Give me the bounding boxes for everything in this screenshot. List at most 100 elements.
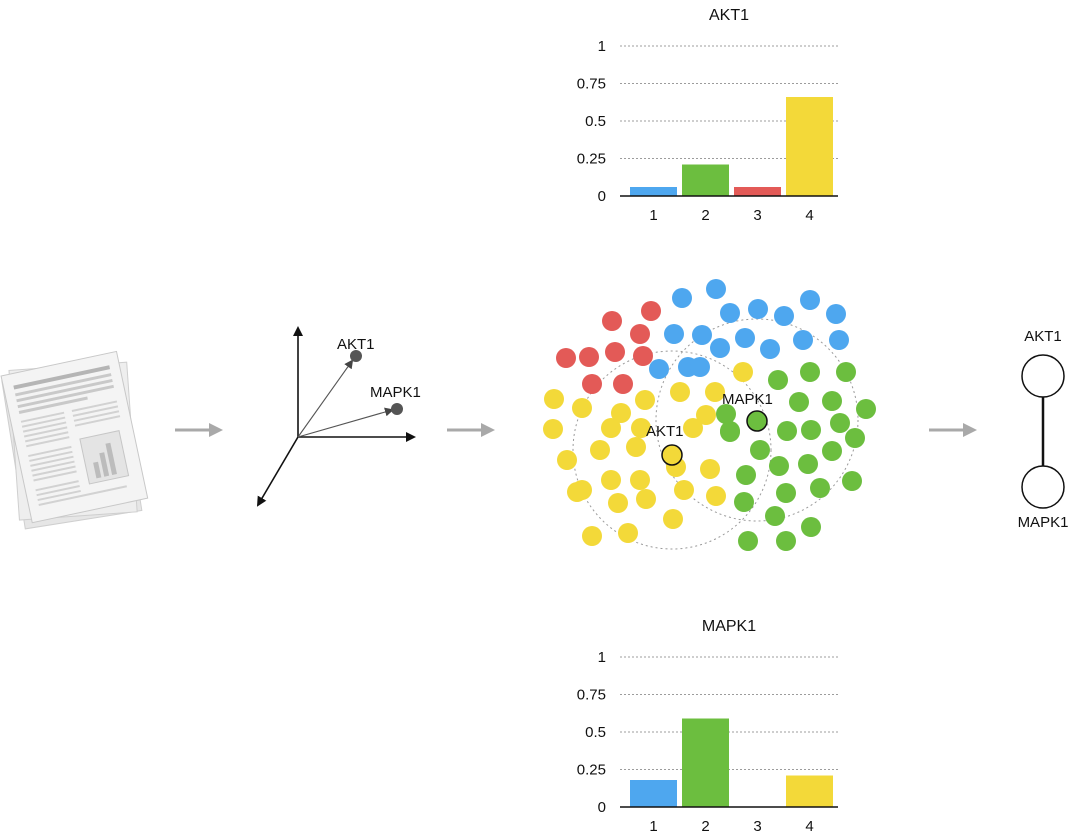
bar-4 bbox=[786, 97, 833, 196]
y-tick-label: 0.5 bbox=[585, 724, 606, 741]
blue-dot bbox=[692, 325, 712, 345]
green-dot bbox=[830, 413, 850, 433]
green-dot bbox=[845, 428, 865, 448]
blue-dot bbox=[706, 279, 726, 299]
yellow-dot bbox=[700, 459, 720, 479]
yellow-dot bbox=[618, 523, 638, 543]
akt1-node bbox=[1021, 354, 1065, 398]
x-tick-label: 3 bbox=[753, 818, 761, 835]
y-tick-label: 0 bbox=[598, 799, 606, 816]
y-tick-label: 0 bbox=[598, 188, 606, 205]
green-dot bbox=[776, 531, 796, 551]
green-dot bbox=[720, 421, 740, 441]
bar-2 bbox=[682, 718, 729, 807]
yellow-dot bbox=[572, 398, 592, 418]
blue-dot bbox=[793, 330, 813, 350]
vector-space: AKT1 MAPK1 bbox=[256, 326, 421, 507]
green-dot bbox=[798, 454, 818, 474]
yellow-dot bbox=[663, 509, 683, 529]
green-dot bbox=[750, 440, 770, 460]
yellow-dot bbox=[611, 403, 631, 423]
mapk1-bar-chart: MAPK1 0 0.25 0.5 0.75 1 1 2 3 4 bbox=[577, 618, 838, 835]
blue-dot bbox=[829, 330, 849, 350]
green-dot bbox=[810, 478, 830, 498]
red-dot bbox=[579, 347, 599, 367]
y-tick-label: 0.5 bbox=[585, 113, 606, 130]
bar-4 bbox=[786, 775, 833, 807]
flow-arrow-1 bbox=[175, 423, 223, 437]
blue-dot bbox=[760, 339, 780, 359]
yellow-dot bbox=[557, 450, 577, 470]
bar-3 bbox=[734, 187, 781, 196]
x-tick-label: 1 bbox=[649, 818, 657, 835]
mapk1-point bbox=[391, 403, 403, 415]
blue-dot bbox=[649, 359, 669, 379]
green-dot bbox=[801, 517, 821, 537]
green-dot bbox=[842, 471, 862, 491]
y-tick-label: 1 bbox=[598, 649, 606, 666]
green-dot bbox=[822, 391, 842, 411]
yellow-dot bbox=[626, 437, 646, 457]
yellow-dot bbox=[544, 389, 564, 409]
z-axis bbox=[256, 436, 299, 507]
chart-title: AKT1 bbox=[709, 7, 749, 24]
green-dot bbox=[765, 506, 785, 526]
green-dot bbox=[822, 441, 842, 461]
bar-1 bbox=[630, 780, 677, 807]
embedding-clusters: AKT1 MAPK1 bbox=[543, 279, 876, 551]
yellow-dot bbox=[543, 419, 563, 439]
green-dot bbox=[736, 465, 756, 485]
green-dot bbox=[789, 392, 809, 412]
y-tick-label: 0.75 bbox=[577, 76, 606, 93]
red-dot bbox=[605, 342, 625, 362]
green-dot bbox=[776, 483, 796, 503]
green-dot bbox=[768, 370, 788, 390]
green-dot bbox=[801, 420, 821, 440]
red-dot bbox=[641, 301, 661, 321]
yellow-dot bbox=[733, 362, 753, 382]
green-dot bbox=[734, 492, 754, 512]
green-dot bbox=[738, 531, 758, 551]
blue-dot bbox=[720, 303, 740, 323]
yellow-dot bbox=[608, 493, 628, 513]
yellow-dot bbox=[601, 418, 621, 438]
yellow-dot bbox=[601, 470, 621, 490]
mapk1-highlight-dot bbox=[746, 410, 768, 432]
green-dot bbox=[716, 404, 736, 424]
yellow-dot bbox=[590, 440, 610, 460]
akt1-vector-label: AKT1 bbox=[337, 336, 375, 353]
akt1-vector bbox=[297, 359, 354, 438]
yellow-dot bbox=[670, 382, 690, 402]
red-dot bbox=[630, 324, 650, 344]
flow-arrow-3 bbox=[929, 423, 977, 437]
akt1-node-label: AKT1 bbox=[1024, 328, 1062, 345]
yellow-dot bbox=[683, 418, 703, 438]
red-dot bbox=[582, 374, 602, 394]
mapk1-node-label: MAPK1 bbox=[1018, 514, 1069, 531]
blue-dot bbox=[672, 288, 692, 308]
mapk1-node bbox=[1021, 465, 1065, 509]
chart-title: MAPK1 bbox=[702, 618, 756, 635]
yellow-dot bbox=[705, 382, 725, 402]
blue-dot bbox=[664, 324, 684, 344]
akt1-point bbox=[350, 350, 362, 362]
x-tick-label: 4 bbox=[805, 207, 813, 224]
mapk1-neighborhood bbox=[655, 318, 859, 522]
green-dot bbox=[836, 362, 856, 382]
mapk1-vector-label: MAPK1 bbox=[370, 384, 421, 401]
blue-dot bbox=[774, 306, 794, 326]
yellow-dot bbox=[674, 480, 694, 500]
red-dot bbox=[602, 311, 622, 331]
mapk1-vector bbox=[297, 407, 394, 438]
blue-dot bbox=[710, 338, 730, 358]
akt1-neighborhood bbox=[572, 350, 772, 550]
blue-dot bbox=[748, 299, 768, 319]
x-tick-label: 3 bbox=[753, 207, 761, 224]
green-dot bbox=[777, 421, 797, 441]
bar-1 bbox=[630, 187, 677, 196]
akt1-highlight-dot bbox=[661, 444, 683, 466]
red-dot bbox=[613, 374, 633, 394]
x-tick-label: 2 bbox=[701, 818, 709, 835]
yellow-dot bbox=[567, 482, 587, 502]
